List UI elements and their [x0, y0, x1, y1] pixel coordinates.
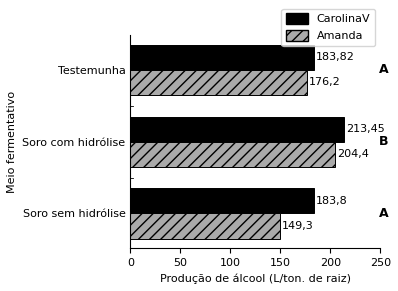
- Y-axis label: Meio fermentativo: Meio fermentativo: [7, 91, 17, 193]
- Text: 149,3: 149,3: [282, 221, 314, 231]
- Text: A: A: [378, 63, 388, 76]
- Text: 183,82: 183,82: [316, 52, 355, 62]
- X-axis label: Produção de álcool (L/ton. de raiz): Produção de álcool (L/ton. de raiz): [160, 274, 351, 284]
- Bar: [131, 116, 344, 142]
- Bar: [131, 214, 280, 239]
- Text: 213,45: 213,45: [346, 124, 385, 134]
- Legend: CarolinaV, Amanda: CarolinaV, Amanda: [281, 8, 375, 46]
- Text: B: B: [378, 135, 388, 148]
- Text: 204,4: 204,4: [337, 149, 369, 159]
- Bar: [131, 45, 314, 70]
- Bar: [131, 188, 314, 214]
- Text: A: A: [378, 207, 388, 220]
- Text: 183,8: 183,8: [316, 196, 348, 206]
- Bar: [131, 70, 307, 95]
- Text: 176,2: 176,2: [309, 77, 340, 87]
- Bar: [131, 142, 335, 167]
